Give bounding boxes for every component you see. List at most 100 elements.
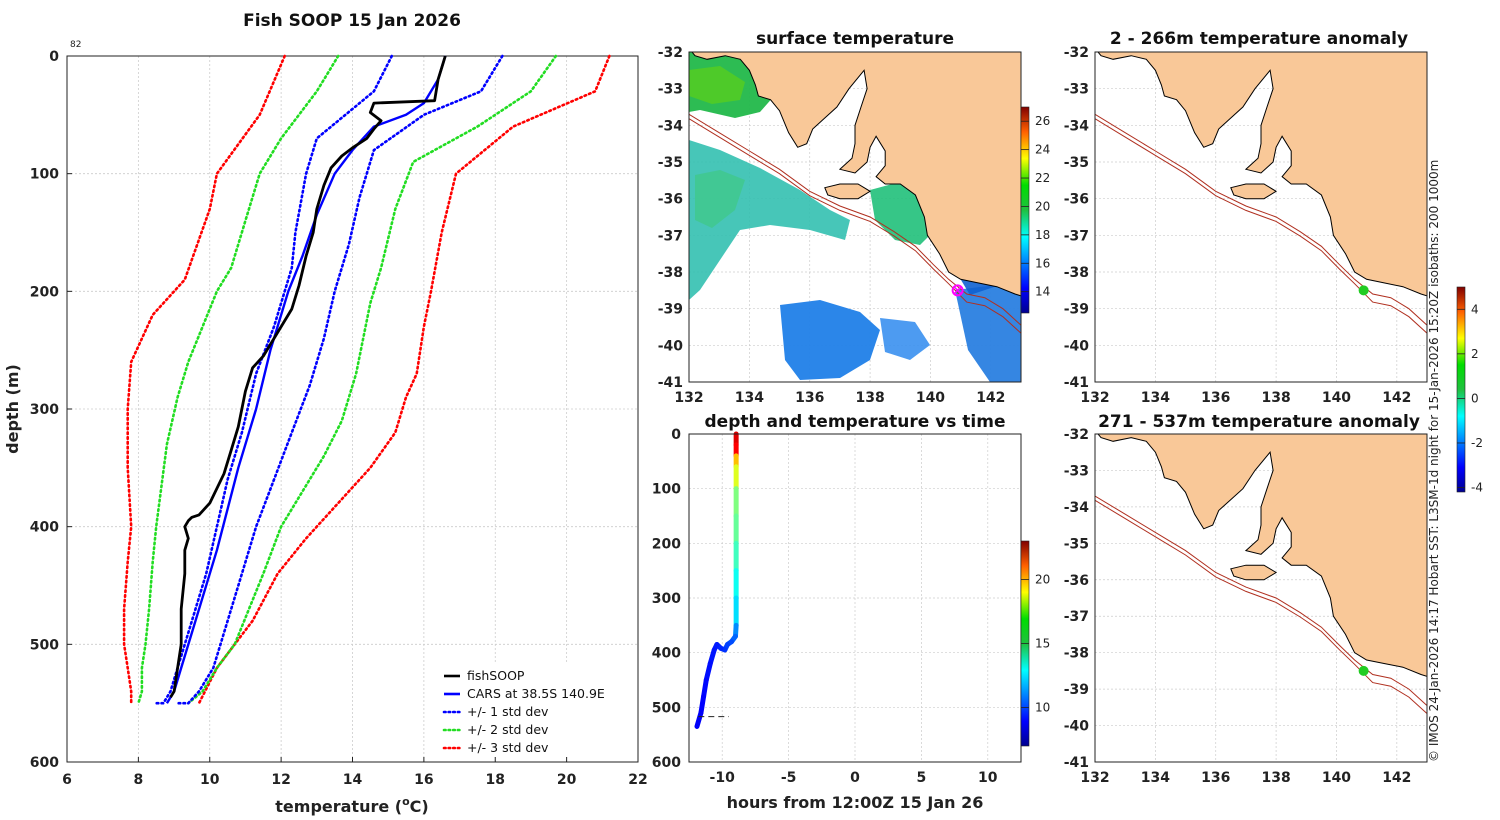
profile-series--3-std-dev [197, 54, 611, 705]
m3-marker-dot [1358, 665, 1369, 676]
m3-ytick-label: -32 [1064, 427, 1089, 443]
map1-colorbar [1020, 106, 1030, 314]
m3-ytick-label: -37 [1064, 609, 1089, 625]
m3-xtick-label: 134 [1141, 770, 1170, 786]
profile-ytick-label: 600 [30, 755, 59, 771]
m1-ytick-label: -39 [658, 302, 683, 318]
m1-marker-cross-b [954, 286, 962, 294]
m3-ytick-label: -39 [1064, 682, 1089, 698]
m1-xtick-label: 140 [916, 390, 945, 406]
map1-ticks: 132 134 136 138 140 142 -32 -33 -34 -35 -36 -37 -38 -… [658, 45, 1006, 406]
profile-series [122, 54, 611, 705]
dt-ytick-label: 300 [652, 591, 681, 607]
m1-xtick-label: 138 [855, 390, 884, 406]
profile-series--2-std-dev [187, 54, 558, 705]
m2-xtick-label: 136 [1201, 390, 1230, 406]
profile-series--1-std-dev [176, 54, 504, 705]
m3-ytick-label: -38 [1064, 646, 1089, 662]
dt-track-segment [701, 677, 709, 699]
m3-xtick-label: 132 [1080, 770, 1109, 786]
map2-profile-marker [1358, 285, 1369, 296]
m3-mainland [1097, 434, 1427, 677]
profile-ytick-label: 100 [30, 167, 59, 183]
dt-ytick-label: 100 [652, 482, 681, 498]
m1-marker-ring [951, 284, 964, 297]
m3-xtick-label: 140 [1322, 770, 1351, 786]
profile-series--3-std-dev [122, 54, 287, 705]
cb3-ticks-label: 4 [1471, 302, 1479, 316]
m2-xtick-label: 132 [1080, 390, 1109, 406]
cb1-ticks-label: 14 [1035, 285, 1050, 299]
dt-points [694, 431, 739, 729]
dt-xtick-label: 5 [917, 770, 927, 786]
m1-ytick-label: -40 [658, 338, 684, 354]
m1-xtick-label: 136 [795, 390, 824, 406]
m1-mainland [691, 52, 1021, 297]
map2-isobaths [1095, 113, 1427, 334]
dt-ytick-label: 600 [652, 755, 681, 771]
m2-ytick-label: -36 [1064, 192, 1089, 208]
dt-ytick-label: 400 [652, 646, 681, 662]
anomaly-colorbar [1456, 286, 1466, 493]
m2-ytick-label: -34 [1064, 118, 1090, 134]
sst-cold-patch-mid [880, 318, 930, 360]
dt-colorbar-ticks: 20 15 10 [1021, 572, 1050, 715]
m1-xtick-label: 142 [976, 390, 1005, 406]
dt-xlabel: hours from 12:00Z 15 Jan 26 [727, 793, 984, 812]
m1-ytick-label: -35 [658, 155, 683, 171]
anomaly-colorbar-ticks: 4 2 0 -2 -4 [1457, 302, 1483, 495]
m1-xtick-label: 132 [674, 390, 703, 406]
map1-profile-marker [951, 284, 964, 297]
m3-xtick-label: 136 [1201, 770, 1230, 786]
m2-ytick-label: -37 [1064, 228, 1089, 244]
m3-ytick-label: -34 [1064, 500, 1090, 516]
legend-entry: +/- 3 std dev [467, 740, 549, 755]
sst-shelf-green [695, 170, 745, 228]
profile-xtick-label: 6 [62, 772, 72, 788]
cb1-ticks-label: 26 [1035, 114, 1050, 128]
dt-track-segment [703, 661, 713, 683]
map1-isobaths [689, 113, 1021, 334]
profile-ylabel: depth (m) [3, 364, 22, 454]
profile-ytick-label: 200 [30, 284, 59, 300]
profile-title: Fish SOOP 15 Jan 2026 [243, 11, 461, 31]
map3-title: 271 - 537m temperature anomaly [1098, 412, 1420, 432]
sst-cold-patch-south [780, 300, 880, 380]
cb3-ticks-label: -4 [1471, 481, 1483, 495]
profile-xtick-label: 20 [557, 772, 577, 788]
dt-xtick-label: 10 [978, 770, 998, 786]
m3-ytick-label: -40 [1064, 719, 1090, 735]
m3-xtick-label: 142 [1382, 770, 1411, 786]
profile-xtick-label: 8 [134, 772, 144, 788]
surface-temperature-map: 132 134 136 138 140 142 -32 -33 -34 -35 -36 -37 -38 -… [658, 29, 1051, 406]
map2-content [1095, 52, 1427, 382]
m1-ytick-label: -34 [658, 118, 684, 134]
m2-kangaroo-island [1230, 183, 1278, 200]
sst-cold-patch-east [955, 282, 1021, 382]
profile-xtick-label: 18 [486, 772, 505, 788]
legend-box [436, 664, 632, 757]
dt-ytick-label: 0 [671, 427, 681, 443]
map3-land [1097, 434, 1427, 677]
m1-ytick-label: -38 [658, 265, 683, 281]
m1-xtick-label: 134 [735, 390, 764, 406]
m2-isobath-1000m [1095, 118, 1427, 334]
dt-track-segment [698, 693, 707, 716]
dt-ytick-label: 500 [652, 700, 681, 716]
map3-profile-marker [1358, 665, 1369, 676]
profile-xtick-label: 10 [200, 772, 220, 788]
cb2-ticks-label: 10 [1035, 701, 1050, 715]
cb2-ticks-label: 15 [1035, 637, 1050, 651]
dt-xtick-label: -5 [781, 770, 797, 786]
m2-xtick-label: 134 [1141, 390, 1170, 406]
sst-warm-patch-gulf-core [689, 66, 745, 104]
m2-ytick-label: -39 [1064, 302, 1089, 318]
m1-ytick-label: -36 [658, 192, 683, 208]
profile-corner-label: 82 [70, 40, 81, 50]
profile-plot: 6 8 10 12 14 16 18 20 22 0 100 200 300 400 500 600 Fish… [3, 11, 648, 816]
profile-xtick-label: 22 [628, 772, 647, 788]
dt-xtick-label: 0 [850, 770, 860, 786]
dt-ytick-label: 200 [652, 536, 681, 552]
